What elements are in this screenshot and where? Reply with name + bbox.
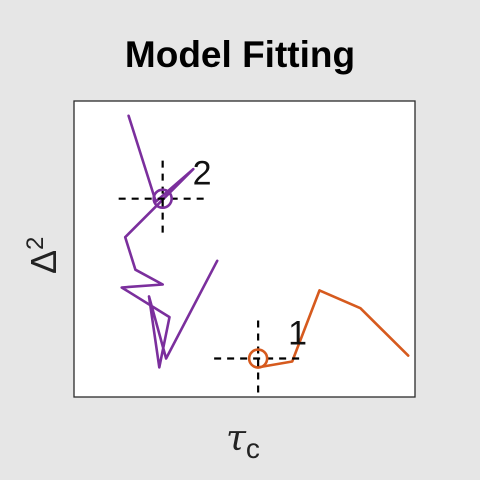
x-axis-label-sub: c: [245, 433, 260, 465]
chart-title: Model Fitting: [124, 34, 356, 75]
x-axis-label-base: τ: [226, 418, 246, 459]
plot-area: [73, 100, 416, 398]
marker-label-2: 2: [193, 155, 212, 193]
series-line-1: [120, 114, 219, 369]
series-line-2: [256, 289, 410, 369]
x-axis-label: τc: [226, 418, 260, 465]
marker-label-1: 1: [288, 315, 307, 353]
marker-circle-2: [152, 188, 173, 209]
marker-circle-1: [247, 348, 269, 369]
